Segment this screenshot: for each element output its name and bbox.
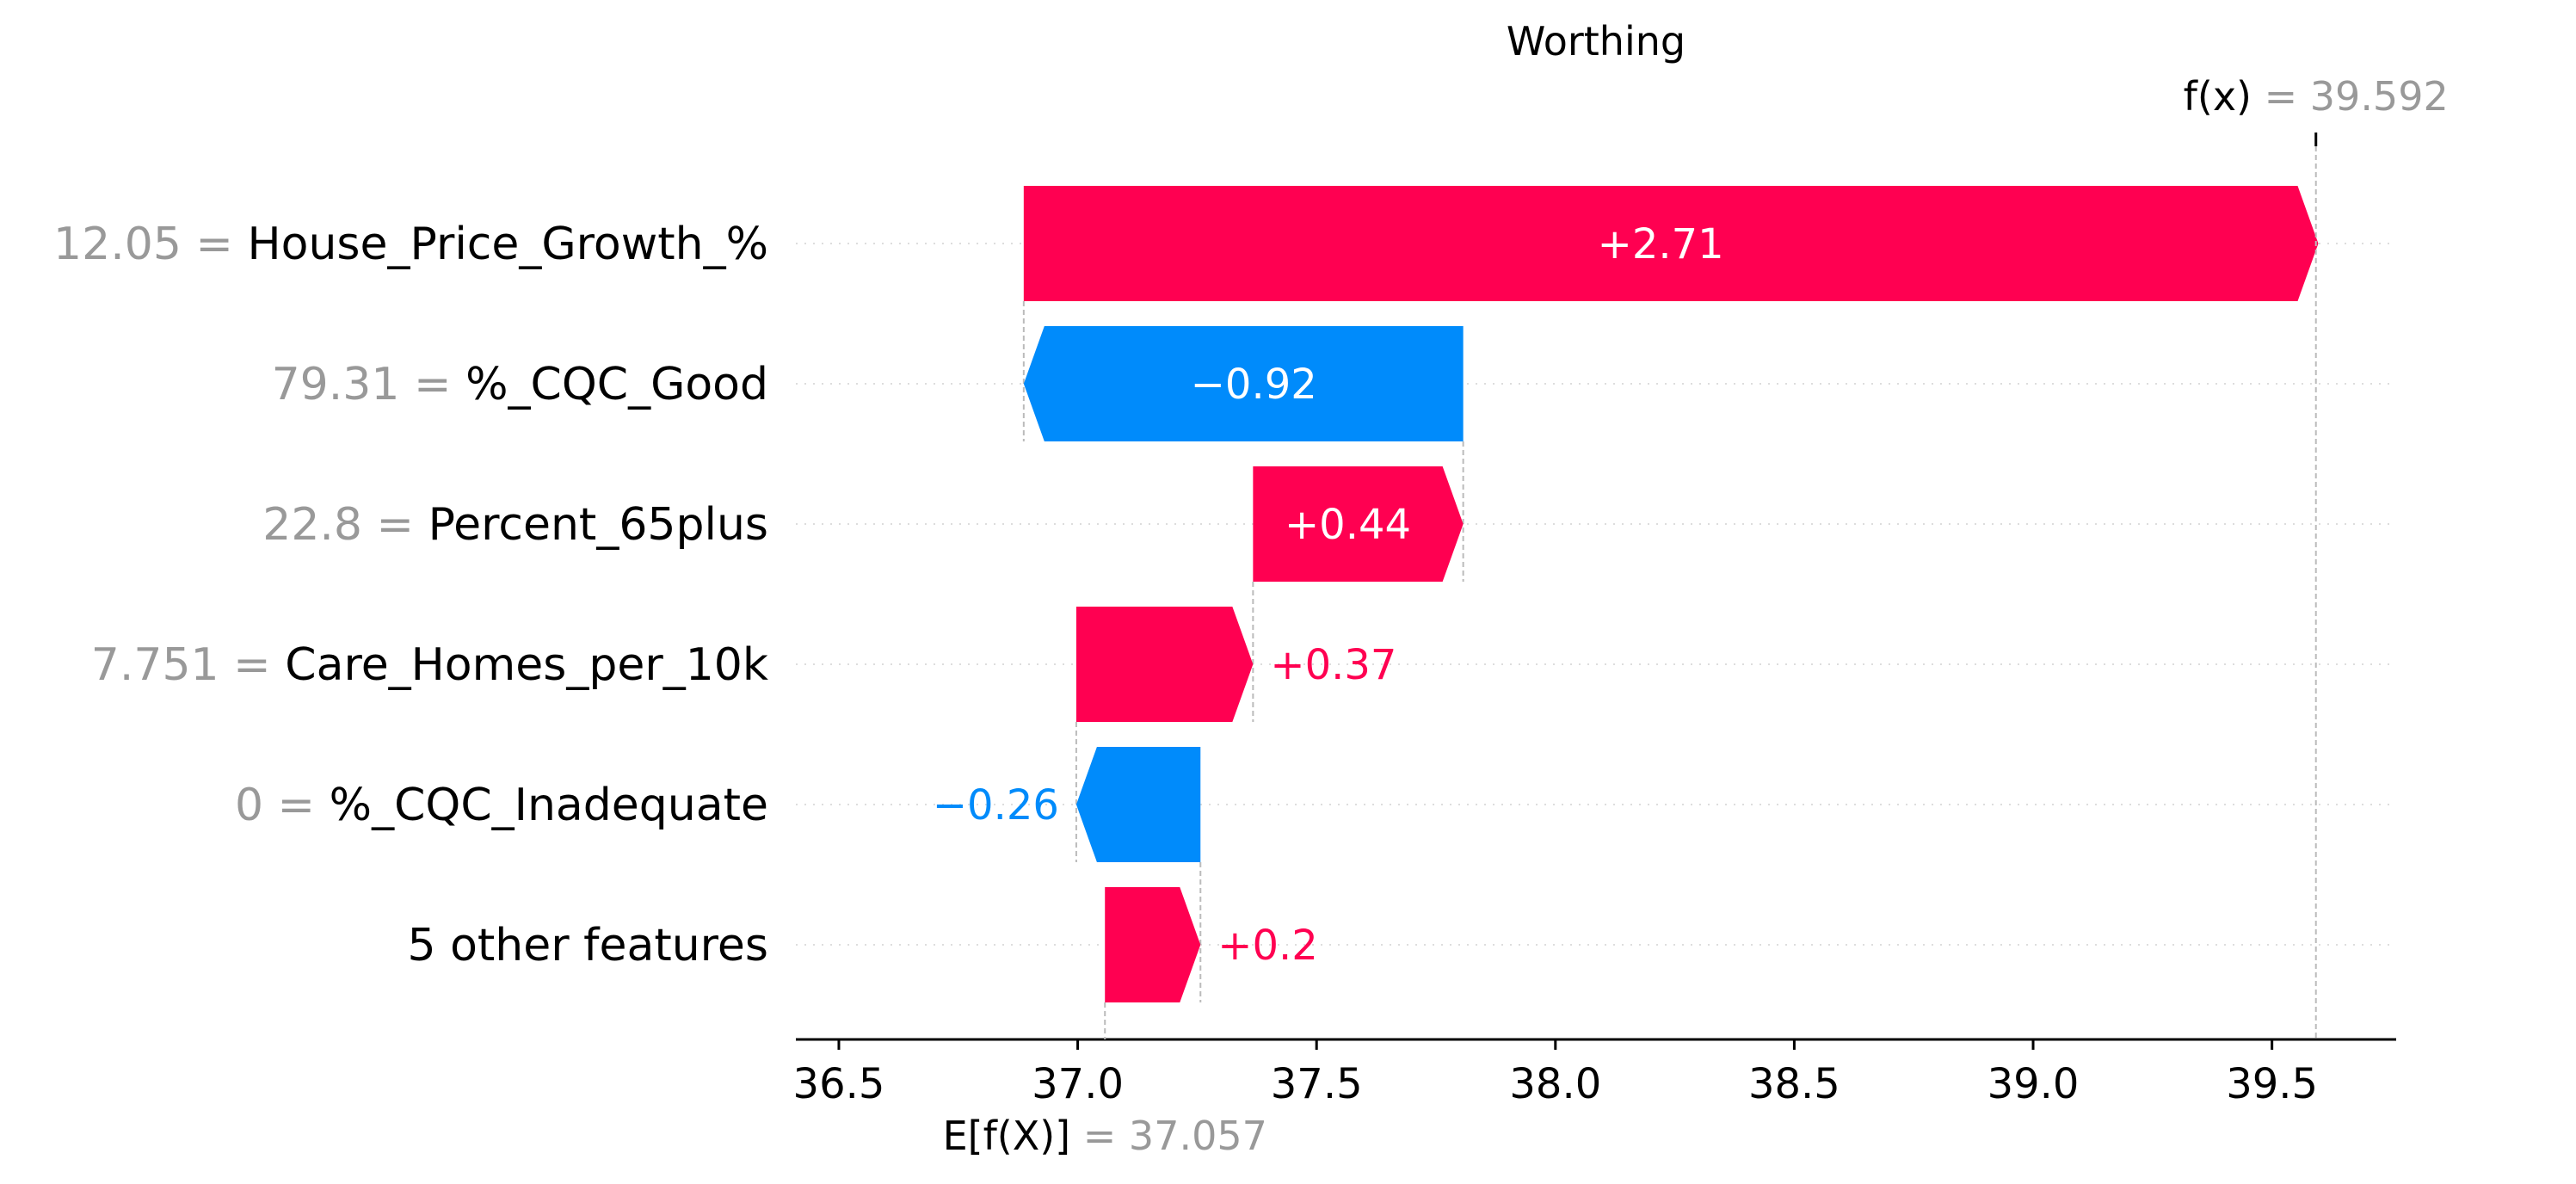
- x-tick-label: 37.0: [1032, 1060, 1124, 1108]
- bar-value-label: −0.92: [1191, 361, 1317, 409]
- feature-value: 12.05: [53, 219, 182, 270]
- base-value-label: E[f(X)] = 37.057: [943, 1113, 1267, 1159]
- fx-label: f(x) = 39.592: [2184, 73, 2449, 120]
- x-tick-label: 36.5: [793, 1060, 885, 1108]
- base-symbol: E[f(X)]: [943, 1113, 1071, 1159]
- base-equals: =: [1070, 1113, 1129, 1159]
- bar-value-label: +0.2: [1217, 922, 1318, 970]
- x-tick-label: 38.0: [1509, 1060, 1601, 1108]
- feature-label: 0 = %_CQC_Inadequate: [235, 780, 768, 831]
- waterfall-bar: [1253, 466, 1464, 582]
- feature-value: 0: [235, 780, 263, 831]
- feature-label: 79.31 = %_CQC_Good: [272, 359, 768, 410]
- fx-value: 39.592: [2310, 73, 2449, 120]
- feature-label: 22.8 = Percent_65plus: [262, 499, 768, 551]
- x-tick-label: 37.5: [1271, 1060, 1363, 1108]
- x-tick-label: 38.5: [1748, 1060, 1840, 1108]
- feature-name: 5 other features: [407, 920, 768, 971]
- feature-value: 79.31: [272, 359, 400, 410]
- equals-sign: =: [182, 219, 248, 270]
- waterfall-bar: [1105, 887, 1201, 1002]
- feature-name: Care_Homes_per_10k: [285, 639, 768, 691]
- x-tick-label: 39.0: [1987, 1060, 2080, 1108]
- bar-value-label: −0.26: [933, 781, 1059, 829]
- chart-title: Worthing: [1507, 18, 1685, 65]
- feature-value: 22.8: [262, 499, 362, 551]
- bar-value-label: +0.44: [1285, 501, 1411, 549]
- feature-value: 7.751: [91, 639, 219, 691]
- feature-label: 7.751 = Care_Homes_per_10k: [91, 639, 768, 691]
- equals-sign: =: [362, 499, 428, 551]
- waterfall-bar: [1075, 747, 1201, 862]
- feature-name: %_CQC_Inadequate: [330, 780, 768, 831]
- bar-value-label: +2.71: [1598, 220, 1724, 268]
- equals-sign: =: [263, 780, 330, 831]
- feature-label: 12.05 = House_Price_Growth_%: [53, 219, 768, 270]
- bars-layer: +2.71 −0.92 +0.44 +0.37 −0.26 +0.2: [933, 186, 2319, 1002]
- waterfall-bar: [1075, 607, 1254, 722]
- base-value-marker: E[f(X)] = 37.057: [943, 1002, 1267, 1159]
- feature-rows: 12.05 = House_Price_Growth_% 79.31 = %_CQ…: [53, 219, 2396, 1002]
- x-tick-label: 39.5: [2226, 1060, 2318, 1108]
- waterfall-bar: [1023, 326, 1464, 441]
- fx-symbol: f(x): [2184, 73, 2252, 120]
- feature-name: %_CQC_Good: [465, 359, 768, 410]
- waterfall-bar: [1023, 186, 2319, 301]
- equals-sign: =: [399, 359, 465, 410]
- x-axis: 36.5 37.0 37.5 38.0 38.5 39.0 39.5: [793, 1038, 2396, 1108]
- equals-sign: =: [219, 639, 286, 691]
- feature-label: 5 other features: [407, 920, 768, 971]
- base-value: 37.057: [1129, 1113, 1267, 1159]
- feature-name: House_Price_Growth_%: [248, 219, 768, 270]
- fx-equals: =: [2252, 73, 2310, 120]
- fx-marker: f(x) = 39.592: [2184, 73, 2449, 1039]
- feature-name: Percent_65plus: [428, 499, 768, 551]
- bar-value-label: +0.37: [1270, 641, 1396, 689]
